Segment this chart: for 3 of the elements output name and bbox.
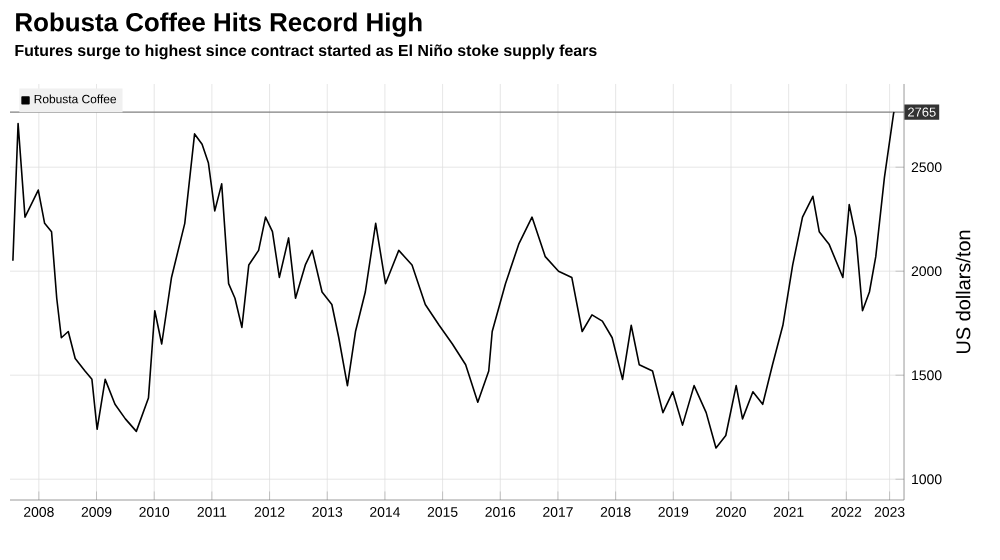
chart-title: Robusta Coffee Hits Record High xyxy=(16,12,422,37)
line-series xyxy=(12,111,896,449)
y-axis-title: US dollars/ton xyxy=(955,230,971,354)
